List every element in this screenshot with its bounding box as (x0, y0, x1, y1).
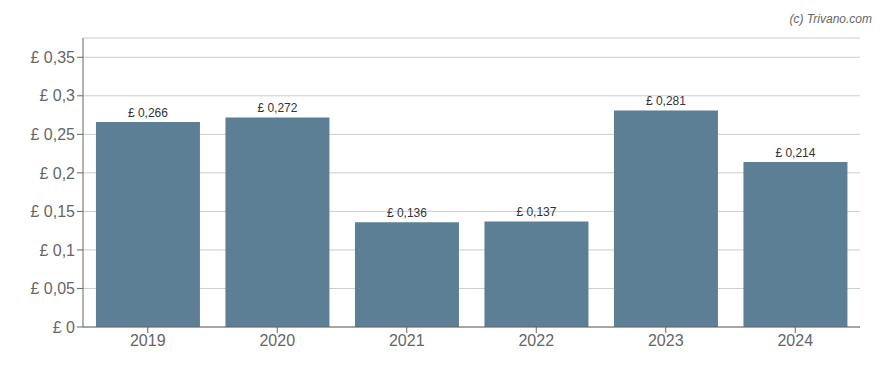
svg-text:2024: 2024 (777, 332, 813, 349)
svg-text:2021: 2021 (389, 332, 425, 349)
svg-text:£ 0,136: £ 0,136 (387, 206, 427, 220)
svg-text:£ 0,15: £ 0,15 (31, 203, 76, 220)
svg-text:2023: 2023 (648, 332, 684, 349)
html-text:(c) Trivano.com: (c) Trivano.com (789, 12, 872, 26)
svg-text:£ 0,214: £ 0,214 (775, 146, 815, 160)
svg-text:2020: 2020 (259, 332, 295, 349)
svg-text:£ 0,3: £ 0,3 (39, 87, 75, 104)
svg-text:2019: 2019 (130, 332, 166, 349)
svg-text:£ 0,1: £ 0,1 (39, 242, 75, 259)
svg-text:£ 0,35: £ 0,35 (31, 49, 76, 66)
svg-text:£ 0,266: £ 0,266 (128, 106, 168, 120)
svg-text:£ 0,281: £ 0,281 (646, 94, 686, 108)
svg-text:£ 0,25: £ 0,25 (31, 126, 76, 143)
svg-text:£ 0,2: £ 0,2 (39, 165, 75, 182)
svg-text:£ 0: £ 0 (53, 319, 75, 336)
svg-text:£ 0,272: £ 0,272 (257, 101, 297, 115)
svg-text:£ 0,137: £ 0,137 (516, 205, 556, 219)
svg-text:2022: 2022 (518, 332, 554, 349)
svg-text:£ 0,05: £ 0,05 (31, 280, 76, 297)
